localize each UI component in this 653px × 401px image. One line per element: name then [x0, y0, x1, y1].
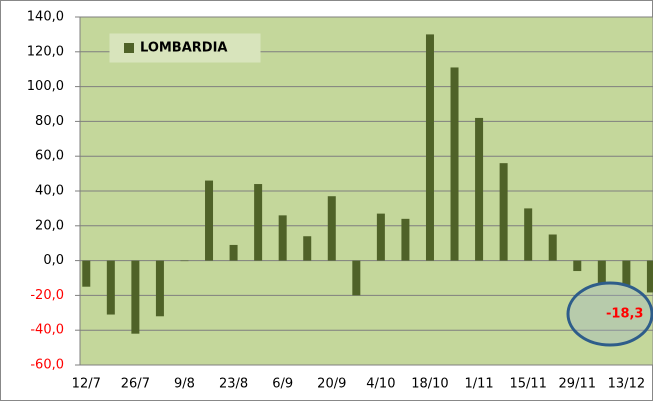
bar	[180, 260, 189, 262]
bar	[548, 234, 557, 261]
y-tick-label: -20,0	[30, 288, 64, 303]
x-tick-label: 1/11	[464, 377, 493, 392]
x-tick-label: 6/9	[272, 377, 293, 392]
legend-swatch	[124, 43, 134, 53]
annotation-text: -18,3	[606, 307, 643, 322]
y-tick-label: 40,0	[35, 184, 64, 199]
bar	[229, 244, 238, 261]
bar	[573, 260, 582, 272]
x-tick-label: 20/9	[317, 377, 346, 392]
bar	[524, 208, 533, 261]
x-tick-label: 18/10	[411, 377, 448, 392]
x-tick-label: 15/11	[509, 377, 546, 392]
y-tick-label: 100,0	[27, 79, 64, 94]
bar	[352, 260, 361, 296]
bar	[646, 260, 653, 293]
x-tick-label: 23/8	[219, 377, 248, 392]
bar	[82, 260, 91, 287]
annotation-ellipse	[566, 281, 653, 347]
bar	[499, 163, 508, 261]
bar	[327, 196, 336, 261]
bar	[155, 260, 164, 317]
bar	[205, 180, 214, 261]
legend-label: LOMBARDIA	[140, 41, 227, 56]
bar	[475, 117, 484, 261]
x-tick-label: 12/7	[72, 377, 101, 392]
bar	[131, 260, 140, 334]
bar	[106, 260, 115, 315]
x-tick-label: 9/8	[174, 377, 195, 392]
y-tick-label: -60,0	[30, 358, 64, 373]
y-tick-label: 0,0	[43, 253, 64, 268]
bar	[425, 34, 434, 261]
y-tick-label: -40,0	[30, 323, 64, 338]
bar	[401, 218, 410, 261]
y-tick-label: 140,0	[27, 10, 64, 25]
y-tick-label: 120,0	[27, 44, 64, 59]
x-tick-label: 29/11	[559, 377, 596, 392]
bar	[303, 236, 312, 261]
x-tick-label: 26/7	[121, 377, 150, 392]
x-tick-label: 13/12	[608, 377, 645, 392]
bar	[254, 184, 263, 261]
legend-box	[109, 33, 261, 63]
bar	[450, 67, 459, 261]
bar	[597, 260, 606, 284]
y-tick-label: 20,0	[35, 218, 64, 233]
bar	[376, 213, 385, 261]
x-tick-label: 4/10	[366, 377, 395, 392]
y-tick-label: 80,0	[35, 114, 64, 129]
y-tick-label: 60,0	[35, 149, 64, 164]
bar	[622, 260, 631, 285]
bar	[278, 215, 287, 261]
